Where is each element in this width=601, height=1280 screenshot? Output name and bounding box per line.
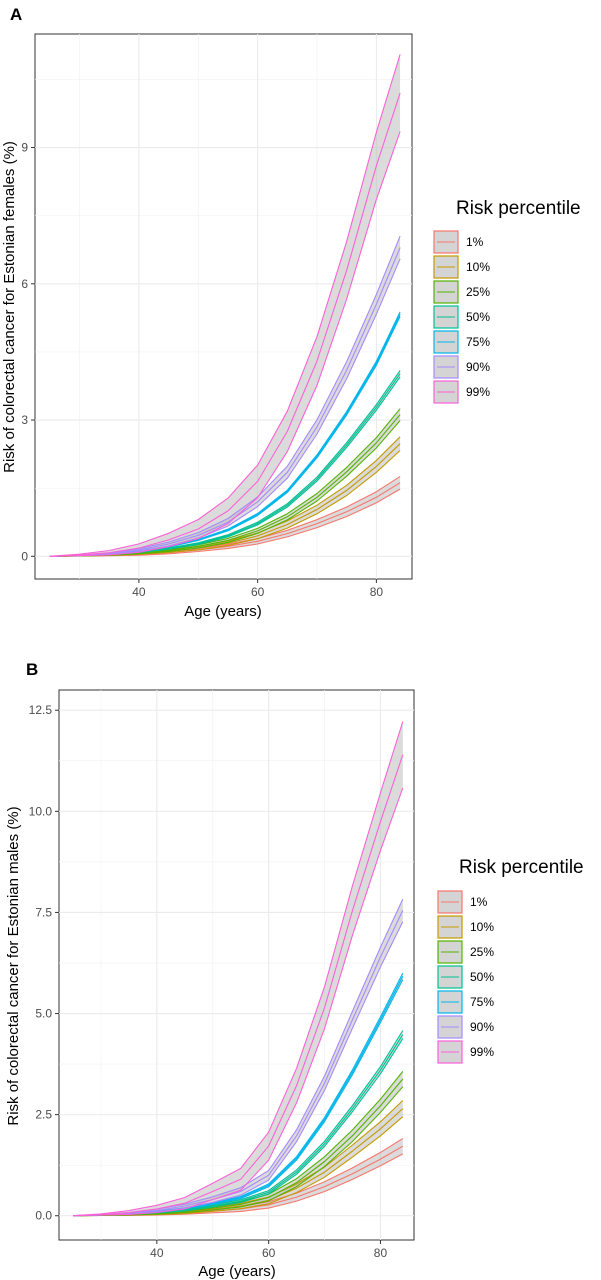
legend-label: 50%	[470, 970, 494, 984]
legend-label: 1%	[466, 235, 484, 249]
y-tick-label: 3	[21, 413, 28, 427]
legend-label: 99%	[466, 385, 490, 399]
panel-a-legend-title: Risk percentile	[456, 198, 581, 219]
legend-label: 99%	[470, 1045, 494, 1059]
ci-band-10pct	[73, 1100, 403, 1216]
panel-b-label: B	[26, 660, 38, 679]
ci-band-1pct	[49, 476, 401, 557]
panel-b-x-ticks: 40 60 80	[150, 1240, 387, 1260]
panel-b-gridlines	[59, 690, 414, 1240]
panel-a-plot-background	[34, 33, 413, 580]
panel-a-legend-keys: 1% 10% 25% 50% 75% 90% 99%	[433, 230, 490, 404]
series-line-99pct	[72, 754, 404, 1217]
series-lower-bound-99pct	[72, 787, 404, 1217]
legend-label: 10%	[470, 920, 494, 934]
legend-label: 75%	[470, 995, 494, 1009]
series-line-90pct	[72, 910, 404, 1217]
x-tick-label: 80	[374, 1246, 388, 1260]
legend-label: 75%	[466, 335, 490, 349]
panel-a-legend: Risk percentile 1% 10% 25% 50% 75% 90% 99%	[433, 198, 581, 404]
panel-a-y-axis-title: Risk of colorectal cancer for Estonian f…	[1, 141, 18, 473]
y-tick-label: 2.5	[35, 1108, 52, 1122]
legend-label: 90%	[470, 1020, 494, 1034]
panel-b-legend-keys: 1% 10% 25% 50% 75% 90% 99%	[437, 890, 494, 1064]
legend-label: 50%	[466, 310, 490, 324]
panel-a-label: A	[10, 5, 22, 24]
panel-a-x-ticks: 40 60 80	[132, 579, 383, 599]
legend-label: 25%	[470, 945, 494, 959]
panel-b-series-lines	[72, 721, 404, 1217]
series-upper-bound-99pct	[49, 54, 401, 557]
panel-a-x-axis-title: Age (years)	[184, 603, 262, 620]
panel-b-legend-title: Risk percentile	[459, 857, 584, 878]
y-tick-label: 12.5	[29, 703, 53, 717]
panel-b-y-ticks: 0.0 2.5 5.0 7.5 10.0 12.5	[29, 703, 59, 1223]
y-tick-label: 6	[21, 277, 28, 291]
ci-band-90pct	[73, 899, 403, 1216]
x-tick-label: 80	[370, 585, 384, 599]
legend-label: 90%	[466, 360, 490, 374]
series-line-90pct	[49, 247, 401, 557]
x-tick-label: 60	[262, 1246, 276, 1260]
legend-label: 1%	[470, 895, 488, 909]
ci-band-99pct	[73, 721, 403, 1216]
y-tick-label: 0	[21, 549, 28, 563]
panel-b-y-axis-title: Risk of colorectal cancer for Estonian m…	[5, 806, 22, 1125]
panel-a: A 0 3 6 9 40 60 80 Age (years) Risk of colore…	[1, 5, 581, 620]
panel-a-y-ticks: 0 3 6 9	[21, 141, 35, 563]
y-tick-label: 9	[21, 141, 28, 155]
x-tick-label: 40	[132, 585, 146, 599]
series-line-99pct	[49, 92, 401, 557]
panel-b-plot-background	[58, 689, 415, 1241]
panel-a-series-lines	[49, 54, 401, 557]
legend-label: 25%	[466, 285, 490, 299]
ci-band-99pct	[49, 54, 401, 557]
ci-band-1pct	[73, 1138, 403, 1216]
x-tick-label: 60	[251, 585, 265, 599]
series-lower-bound-90pct	[49, 258, 401, 557]
panel-b-x-axis-title: Age (years)	[198, 1263, 276, 1280]
panel-b: B 0.0 2.5 5.0 7.5 10.0 12.5 40 60 80 Age (years…	[5, 660, 584, 1280]
y-tick-label: 10.0	[29, 804, 53, 818]
ci-band-90pct	[49, 236, 401, 557]
x-tick-label: 40	[150, 1246, 164, 1260]
series-upper-bound-99pct	[72, 721, 404, 1217]
y-tick-label: 5.0	[35, 1007, 52, 1021]
panel-b-confidence-bands	[73, 721, 403, 1216]
y-tick-label: 0.0	[35, 1209, 52, 1223]
series-lower-bound-99pct	[49, 131, 401, 557]
panel-b-legend: Risk percentile 1% 10% 25% 50% 75% 90% 99%	[437, 857, 584, 1064]
y-tick-label: 7.5	[35, 905, 52, 919]
legend-label: 10%	[466, 260, 490, 274]
